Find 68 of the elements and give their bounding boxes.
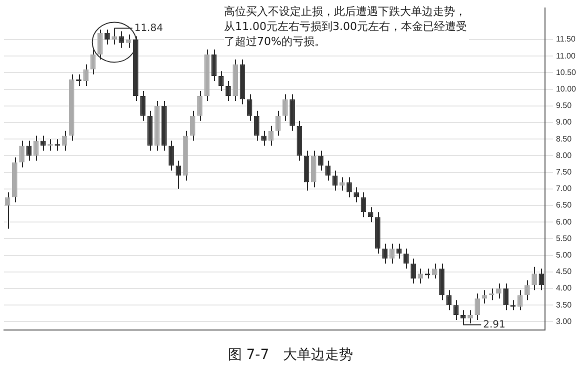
candlestick <box>360 192 366 218</box>
candlestick <box>517 290 523 311</box>
y-tick-label: 6.50 <box>556 200 572 210</box>
candlestick <box>62 130 68 152</box>
candlestick <box>19 140 24 168</box>
candlestick <box>418 268 424 284</box>
candlestick <box>453 300 459 321</box>
candlestick <box>218 70 224 92</box>
candlestick <box>282 94 288 122</box>
candlestick <box>40 135 46 152</box>
candlestick <box>410 258 416 284</box>
candlestick <box>396 243 402 260</box>
candlestick <box>332 170 338 192</box>
y-tick-label: 11.50 <box>556 34 576 44</box>
y-tick-label: 4.50 <box>556 267 572 276</box>
candlestick <box>325 160 331 182</box>
annotation: 高位买入不设定止损，此后遭遇下跌大单边走势，从11.00元左右亏损到3.00元左右，本金已经遭受了超过70%的亏损。 <box>224 4 469 49</box>
candlestick <box>432 263 438 280</box>
candlestick <box>389 243 395 264</box>
candlestick <box>97 29 103 60</box>
candlestick <box>261 130 266 146</box>
y-tick-label: 3.00 <box>556 316 572 326</box>
y-tick-label: 8.00 <box>556 150 572 160</box>
y-tick-label: 6.00 <box>556 217 572 226</box>
candlestick <box>482 290 488 304</box>
y-tick-label: 7.00 <box>556 184 572 194</box>
candlestick <box>126 34 132 48</box>
y-tick-label: 10.00 <box>556 84 577 94</box>
candlestick <box>524 280 530 301</box>
candlestick <box>275 110 281 136</box>
candlestick <box>404 248 409 270</box>
candlestick <box>496 283 502 299</box>
candlestick <box>346 176 352 198</box>
y-tick-label: 3.50 <box>556 300 572 310</box>
y-tick-label: 11.00 <box>556 51 576 60</box>
y-tick-label: 5.00 <box>556 250 572 260</box>
candlestick <box>532 266 537 291</box>
annotation: 2.91 <box>483 319 506 330</box>
candlestick <box>83 64 89 87</box>
caption: 图 7-7 大单边走势 <box>226 346 354 364</box>
candlestick <box>118 30 124 48</box>
candlestick <box>176 160 182 190</box>
candlestick <box>474 292 480 321</box>
candlestick <box>446 290 452 311</box>
y-tick-label: 5.50 <box>556 234 572 243</box>
candlestick <box>254 110 260 142</box>
candlestick <box>503 283 508 311</box>
candlestick <box>4 192 10 230</box>
candlestick <box>382 243 388 264</box>
y-tick-label: 4.00 <box>556 284 572 293</box>
y-tick-label: 7.50 <box>556 168 572 177</box>
candlestick <box>211 48 217 82</box>
candlestick <box>140 90 146 122</box>
candlestick <box>354 186 360 203</box>
candlestick <box>318 150 324 172</box>
candlestick <box>226 80 231 102</box>
candlestick <box>190 110 196 142</box>
y-tick-label: 9.00 <box>556 118 572 127</box>
candlestick <box>26 140 32 162</box>
annotation: 11.84 <box>134 22 163 34</box>
candlestick <box>168 140 174 172</box>
y-tick-label: 8.50 <box>556 134 572 144</box>
candlestick <box>368 206 374 223</box>
y-tick-label: 9.50 <box>556 101 572 110</box>
candlestick <box>104 29 110 46</box>
candlestick <box>268 125 274 146</box>
y-tick-label: 10.50 <box>556 68 577 77</box>
candlestick <box>197 90 202 122</box>
